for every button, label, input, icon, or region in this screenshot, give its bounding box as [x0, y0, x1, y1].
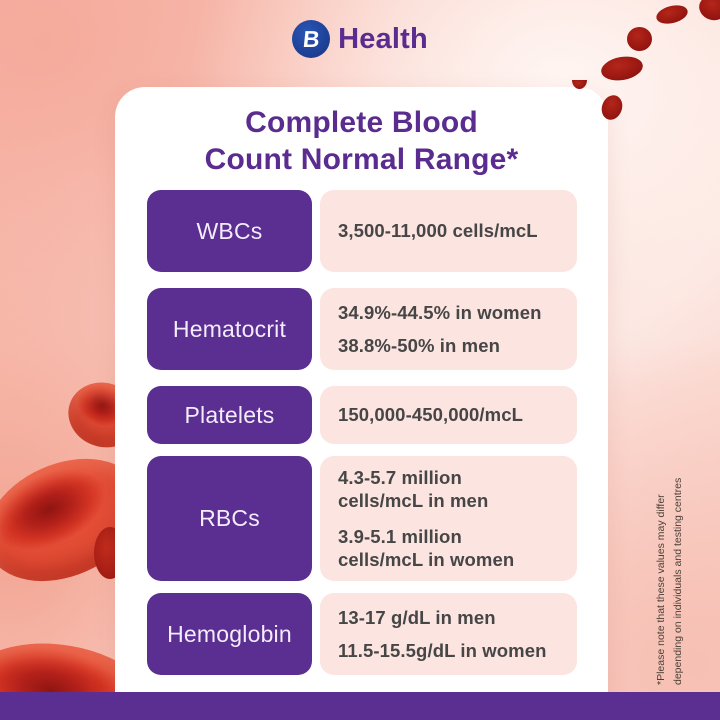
title-line-1: Complete Blood: [245, 106, 478, 139]
row-value: 3.9-5.1 million cells/mcL in women: [338, 525, 515, 570]
brand-name: Health: [338, 22, 428, 55]
table-row-hemoglobin: Hemoglobin 13-17 g/dL in men 11.5-15.5g/…: [147, 593, 577, 675]
table-row-hematocrit: Hematocrit 34.9%-44.5% in women 38.8%-50…: [147, 288, 577, 370]
table-row-platelets: Platelets 150,000-450,000/mcL: [147, 386, 577, 444]
row-values: 3,500-11,000 cells/mcL: [320, 190, 577, 272]
brand-letter: B: [301, 25, 321, 52]
cbc-card: Complete Blood Count Normal Range* WBCs …: [115, 87, 608, 720]
bottom-band: [0, 692, 720, 720]
table-row-wbcs: WBCs 3,500-11,000 cells/mcL: [147, 190, 577, 272]
row-label: RBCs: [147, 456, 312, 581]
row-label: Platelets: [147, 386, 312, 444]
red-blood-cell-icon: [599, 53, 645, 84]
footnote: *Please note that these values may diffe…: [655, 477, 684, 685]
card-title: Complete Blood Count Normal Range*: [115, 104, 608, 178]
red-blood-cell-icon: [572, 80, 587, 89]
row-values: 13-17 g/dL in men 11.5-15.5g/dL in women: [320, 593, 577, 675]
row-value: 13-17 g/dL in men: [338, 607, 496, 629]
row-label: Hemoglobin: [147, 593, 312, 675]
row-value: 3,500-11,000 cells/mcL: [338, 220, 538, 242]
row-value: 11.5-15.5g/dL in women: [338, 639, 547, 661]
bajaj-finserv-b-icon: B: [292, 20, 331, 58]
red-blood-cell-icon: [627, 27, 652, 51]
brand-logo: B Health: [0, 20, 720, 58]
row-value: 4.3-5.7 million cells/mcL in men: [338, 467, 489, 512]
cbc-table: WBCs 3,500-11,000 cells/mcL Hematocrit 3…: [147, 190, 577, 675]
row-label: Hematocrit: [147, 288, 312, 370]
row-label: WBCs: [147, 190, 312, 272]
row-value: 38.8%-50% in men: [338, 334, 501, 356]
row-value: 150,000-450,000/mcL: [338, 404, 523, 426]
table-row-rbcs: RBCs 4.3-5.7 million cells/mcL in men 3.…: [147, 456, 577, 581]
row-values: 4.3-5.7 million cells/mcL in men 3.9-5.1…: [320, 456, 577, 581]
row-values: 34.9%-44.5% in women 38.8%-50% in men: [320, 288, 577, 370]
row-value: 34.9%-44.5% in women: [338, 302, 542, 324]
row-values: 150,000-450,000/mcL: [320, 386, 577, 444]
title-line-2: Count Normal Range*: [204, 143, 519, 176]
